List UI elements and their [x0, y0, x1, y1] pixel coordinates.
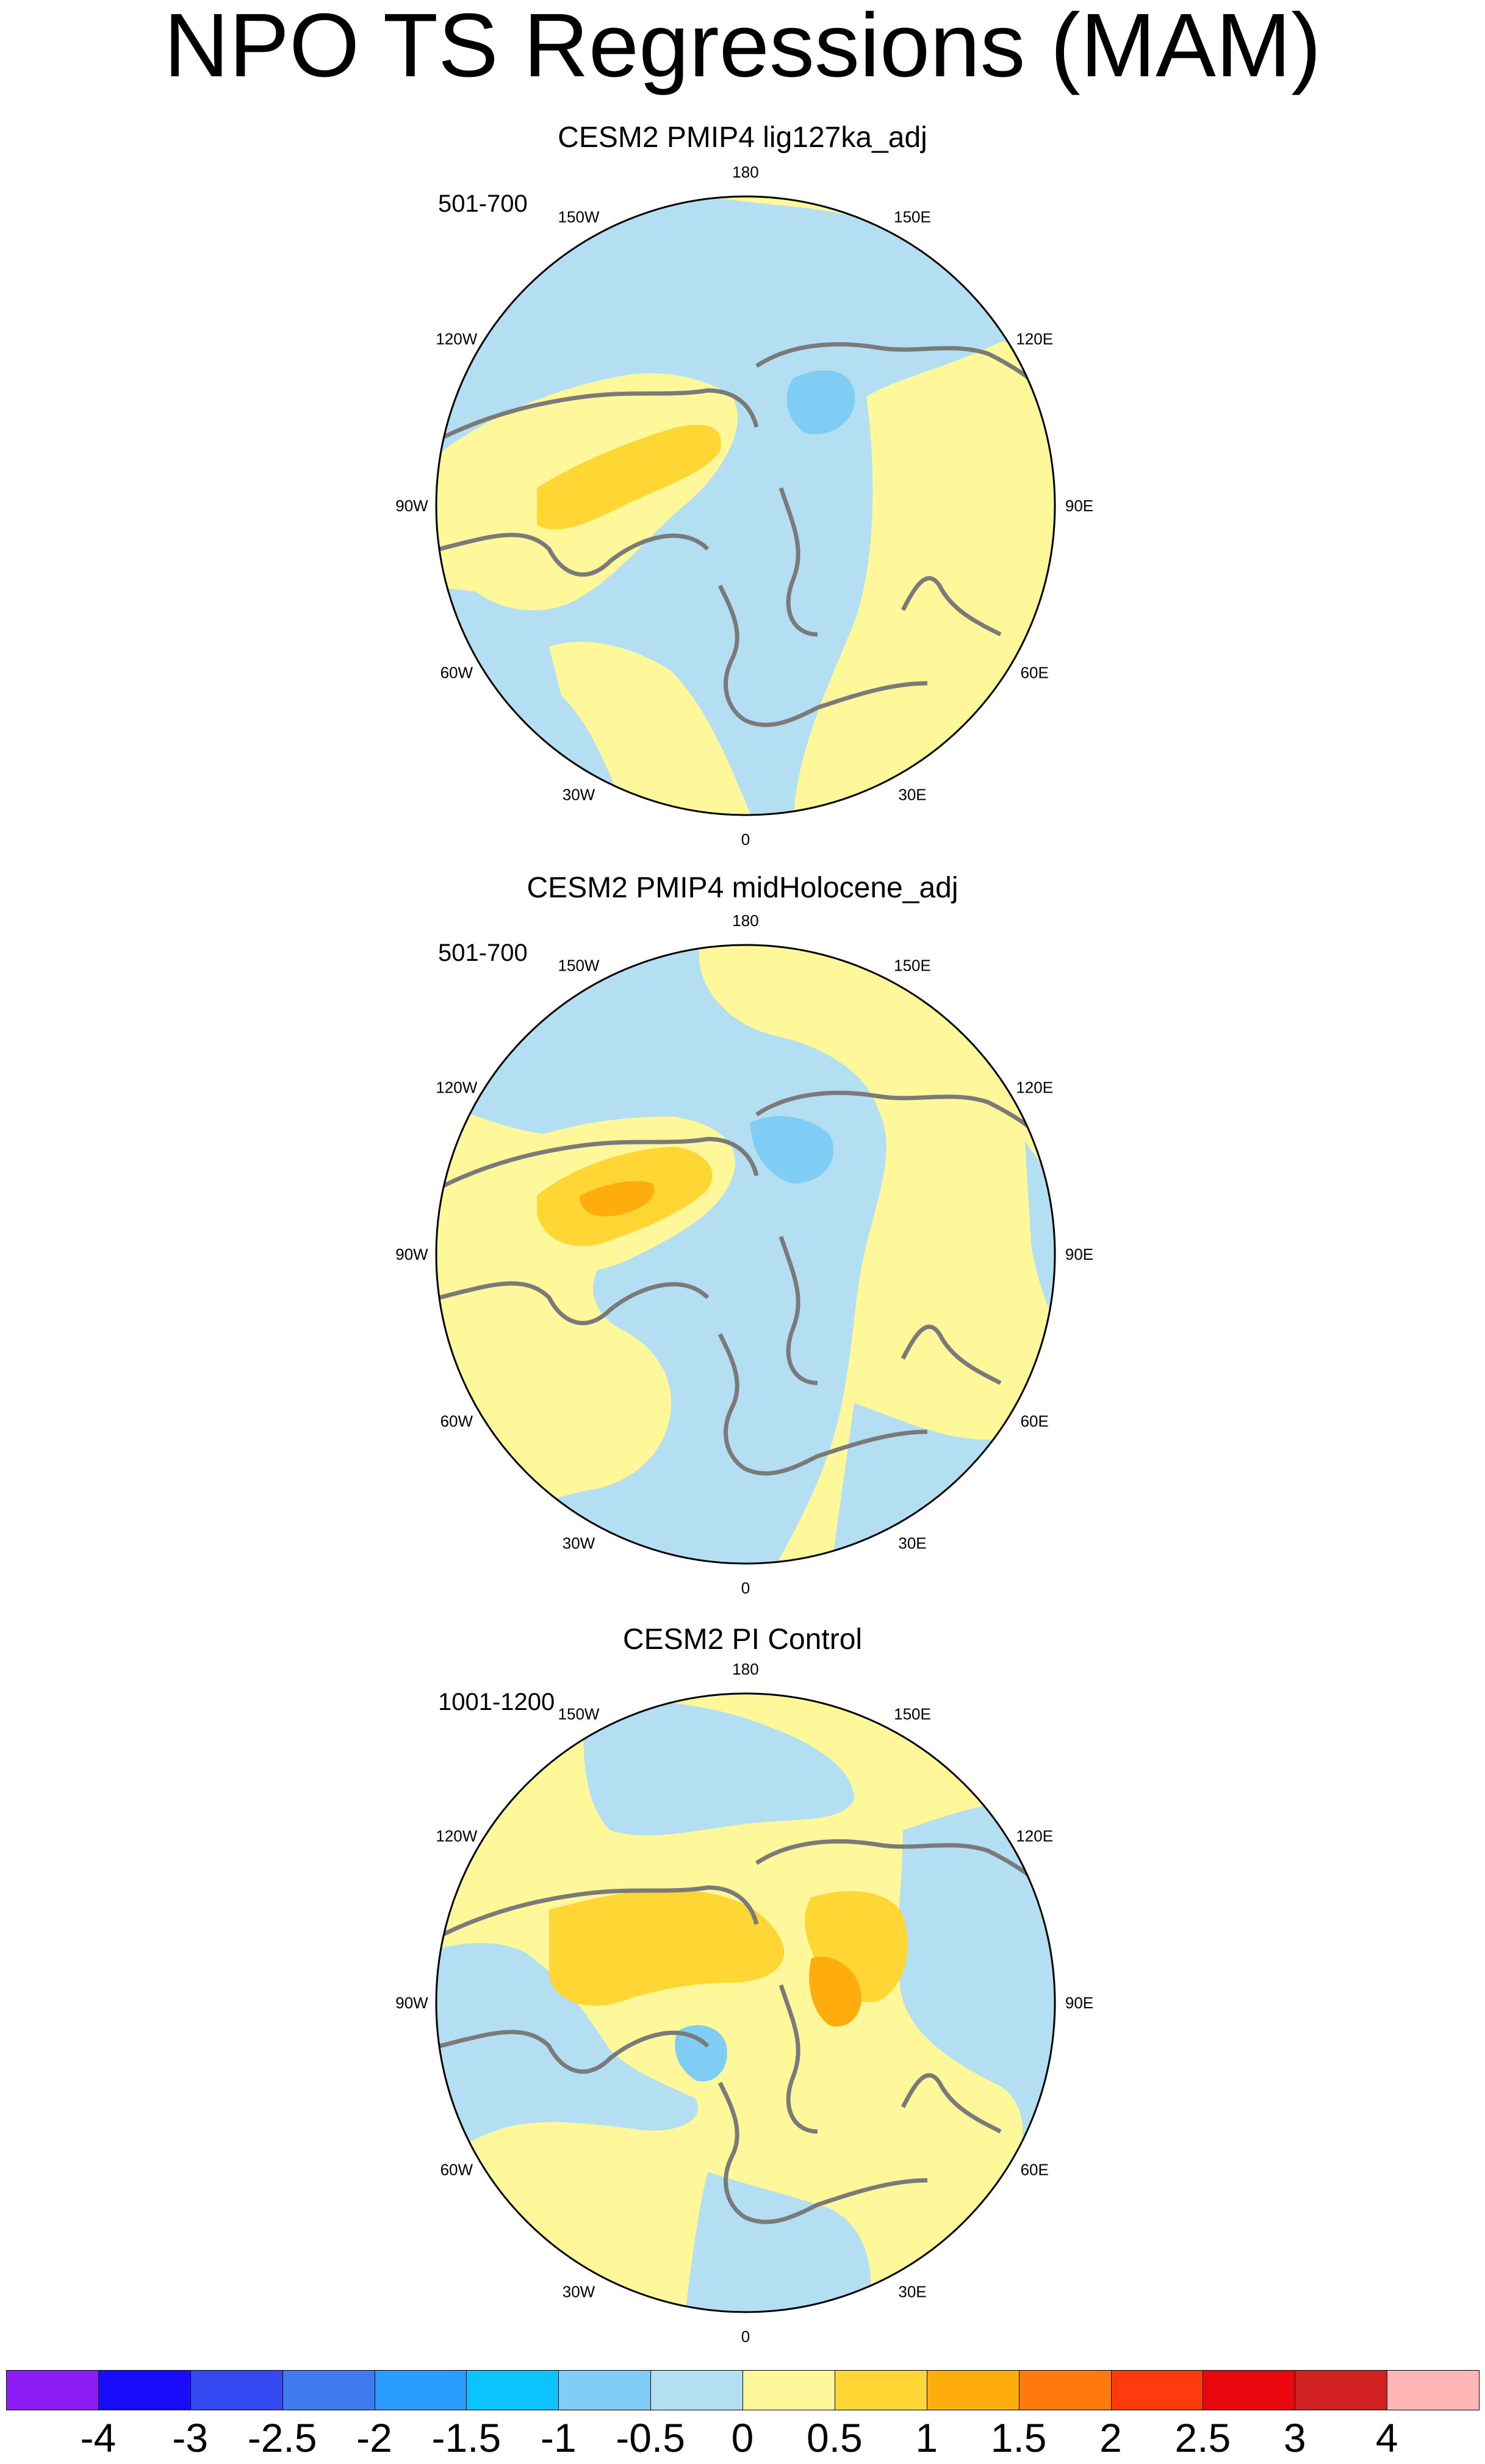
- panel-1-title: CESM2 PMIP4 lig127ka_adj: [558, 121, 927, 154]
- positive-anomaly-region: [549, 642, 757, 815]
- panel-3-title: CESM2 PI Control: [622, 1623, 863, 1656]
- negative-anomaly-region: [436, 1943, 698, 2172]
- longitude-label: 120W: [436, 1827, 477, 1845]
- longitude-label: 180: [732, 911, 758, 930]
- negative-anomaly-region: [583, 1700, 854, 1836]
- moderate-negative-region: [675, 2025, 727, 2081]
- longitude-label: 150W: [558, 956, 600, 974]
- colorbar-swatch: [926, 2370, 1019, 2410]
- panel-2-period: 501-700: [438, 939, 528, 966]
- map-panel-2: [435, 944, 1056, 1565]
- colorbar-swatch: [1203, 2370, 1296, 2410]
- map-boundary: [435, 944, 1056, 1565]
- coastlines: [438, 1090, 1045, 1476]
- colorbar-swatch: [466, 2370, 559, 2410]
- longitude-label: 30W: [563, 786, 595, 804]
- longitude-label: 150E: [894, 207, 931, 226]
- negative-anomaly-region: [683, 2172, 871, 2312]
- colorbar-swatch: [374, 2370, 467, 2410]
- colorbar-label: 3: [1283, 2415, 1306, 2460]
- longitude-label: 60E: [1021, 664, 1049, 682]
- map-boundary: [435, 195, 1056, 816]
- coastlines: [438, 1839, 1045, 2224]
- longitude-label: 120E: [1016, 330, 1053, 348]
- negative-anomaly-region: [1025, 1141, 1055, 1342]
- figure-title: NPO TS Regressions (MAM): [164, 0, 1321, 96]
- longitude-label: 150E: [894, 956, 931, 974]
- colorbar-swatch: [1387, 2370, 1480, 2410]
- colorbar-swatch: [834, 2370, 927, 2410]
- colorbar-swatch: [1018, 2370, 1112, 2410]
- moderate-negative-region: [750, 1116, 834, 1184]
- longitude-label: 30W: [563, 1534, 595, 1553]
- colorbar-swatch: [98, 2370, 191, 2410]
- longitude-label: 180: [732, 1660, 758, 1678]
- longitude-label: 90E: [1065, 1994, 1093, 2012]
- longitude-label: 90E: [1065, 497, 1093, 515]
- longitude-label: 30W: [563, 2283, 595, 2301]
- colorbar-swatch: [743, 2370, 835, 2410]
- longitude-label: 150W: [558, 1704, 600, 1723]
- longitude-label: 30E: [898, 1534, 926, 1553]
- colorbar-label: -2: [356, 2415, 392, 2460]
- polar-maps: 180 150E 120E 90E 60E 30E 0 30W 60W 90W 120W 150W 18…: [395, 163, 1093, 2346]
- longitude-label: 90W: [395, 497, 428, 515]
- longitude-label: 180: [732, 163, 758, 181]
- panel-3-period: 1001-1200: [438, 1689, 555, 1715]
- longitude-label: 90W: [395, 1994, 428, 2012]
- longitude-label: 120W: [436, 1079, 477, 1097]
- longitude-label: 60W: [440, 664, 473, 682]
- coastlines: [438, 342, 1045, 727]
- negative-anomaly-region: [436, 945, 886, 1564]
- colorbar-label: -0.5: [616, 2415, 685, 2460]
- longitude-label: 60E: [1021, 2161, 1049, 2179]
- longitude-label: 120W: [436, 330, 477, 348]
- longitude-label: 0: [741, 1579, 750, 1597]
- longitude-label: 0: [741, 2327, 750, 2346]
- longitude-label: 90W: [395, 1245, 428, 1263]
- moderate-negative-region: [786, 370, 855, 434]
- colorbar-swatch: [650, 2370, 743, 2410]
- longitude-label: 90E: [1065, 1245, 1093, 1263]
- colorbar-label: -1: [540, 2415, 577, 2460]
- colorbar-label: -2.5: [247, 2415, 317, 2460]
- strong-positive-region: [809, 1956, 861, 2027]
- moderate-positive-region: [537, 425, 721, 530]
- colorbar-swatch: [282, 2370, 375, 2410]
- colorbar-label: 0: [731, 2415, 754, 2460]
- longitude-label: 120E: [1016, 1827, 1053, 1845]
- moderate-positive-region: [549, 1889, 785, 2006]
- longitude-label: 150E: [894, 1704, 931, 1723]
- colorbar-label: 1.5: [990, 2415, 1047, 2460]
- colorbar-label: 0.5: [807, 2415, 863, 2460]
- longitude-label: 60W: [440, 1412, 473, 1431]
- colorbar-swatch: [6, 2370, 99, 2410]
- panel-1-period: 501-700: [438, 190, 528, 217]
- longitude-label: 30E: [898, 786, 926, 804]
- colorbar-swatch: [190, 2370, 283, 2410]
- longitude-labels: 180 150E 120E 90E 60E 30E 0 30W 60W 90W 120W 150W 18…: [395, 163, 1093, 2346]
- colorbar-label: -4: [80, 2415, 117, 2460]
- map-panel-1: [435, 195, 1056, 816]
- colorbar-label: 2.5: [1174, 2415, 1231, 2460]
- longitude-label: 0: [741, 830, 750, 849]
- strong-positive-region: [580, 1181, 655, 1216]
- longitude-label: 120E: [1016, 1079, 1053, 1097]
- colorbar-label: 1: [915, 2415, 938, 2460]
- longitude-label: 60E: [1021, 1412, 1049, 1431]
- colorbar-label: 4: [1375, 2415, 1398, 2460]
- map-panel-3: [435, 1692, 1056, 2313]
- longitude-label: 150W: [558, 207, 600, 226]
- panel-2-title: CESM2 PMIP4 midHolocene_adj: [527, 872, 958, 904]
- longitude-label: 30E: [898, 2283, 926, 2301]
- colorbar-swatch: [558, 2370, 652, 2410]
- colorbar-swatch: [1110, 2370, 1204, 2410]
- map-boundary: [435, 1692, 1056, 2313]
- colorbar-label: -1.5: [431, 2415, 502, 2460]
- longitude-label: 60W: [440, 2161, 473, 2179]
- colorbar-label: 2: [1099, 2415, 1122, 2460]
- colorbar-swatch: [1295, 2370, 1388, 2410]
- colorbar-label: -3: [172, 2415, 209, 2460]
